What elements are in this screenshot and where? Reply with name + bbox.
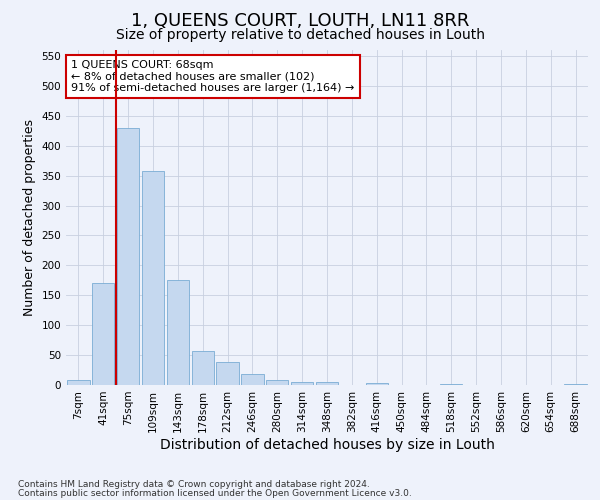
Bar: [167, 280, 189, 385]
Bar: [241, 374, 263, 385]
Bar: [291, 382, 313, 385]
Bar: [117, 128, 139, 385]
Text: 1, QUEENS COURT, LOUTH, LN11 8RR: 1, QUEENS COURT, LOUTH, LN11 8RR: [131, 12, 469, 30]
Text: Size of property relative to detached houses in Louth: Size of property relative to detached ho…: [115, 28, 485, 42]
Bar: [217, 362, 239, 385]
Bar: [92, 284, 115, 385]
X-axis label: Distribution of detached houses by size in Louth: Distribution of detached houses by size …: [160, 438, 494, 452]
Bar: [191, 351, 214, 385]
Bar: [565, 384, 587, 385]
Bar: [142, 172, 164, 385]
Bar: [67, 380, 89, 385]
Text: Contains HM Land Registry data © Crown copyright and database right 2024.: Contains HM Land Registry data © Crown c…: [18, 480, 370, 489]
Bar: [440, 384, 463, 385]
Y-axis label: Number of detached properties: Number of detached properties: [23, 119, 36, 316]
Bar: [266, 380, 289, 385]
Bar: [316, 382, 338, 385]
Text: 1 QUEENS COURT: 68sqm
← 8% of detached houses are smaller (102)
91% of semi-deta: 1 QUEENS COURT: 68sqm ← 8% of detached h…: [71, 60, 355, 93]
Bar: [365, 383, 388, 385]
Text: Contains public sector information licensed under the Open Government Licence v3: Contains public sector information licen…: [18, 488, 412, 498]
